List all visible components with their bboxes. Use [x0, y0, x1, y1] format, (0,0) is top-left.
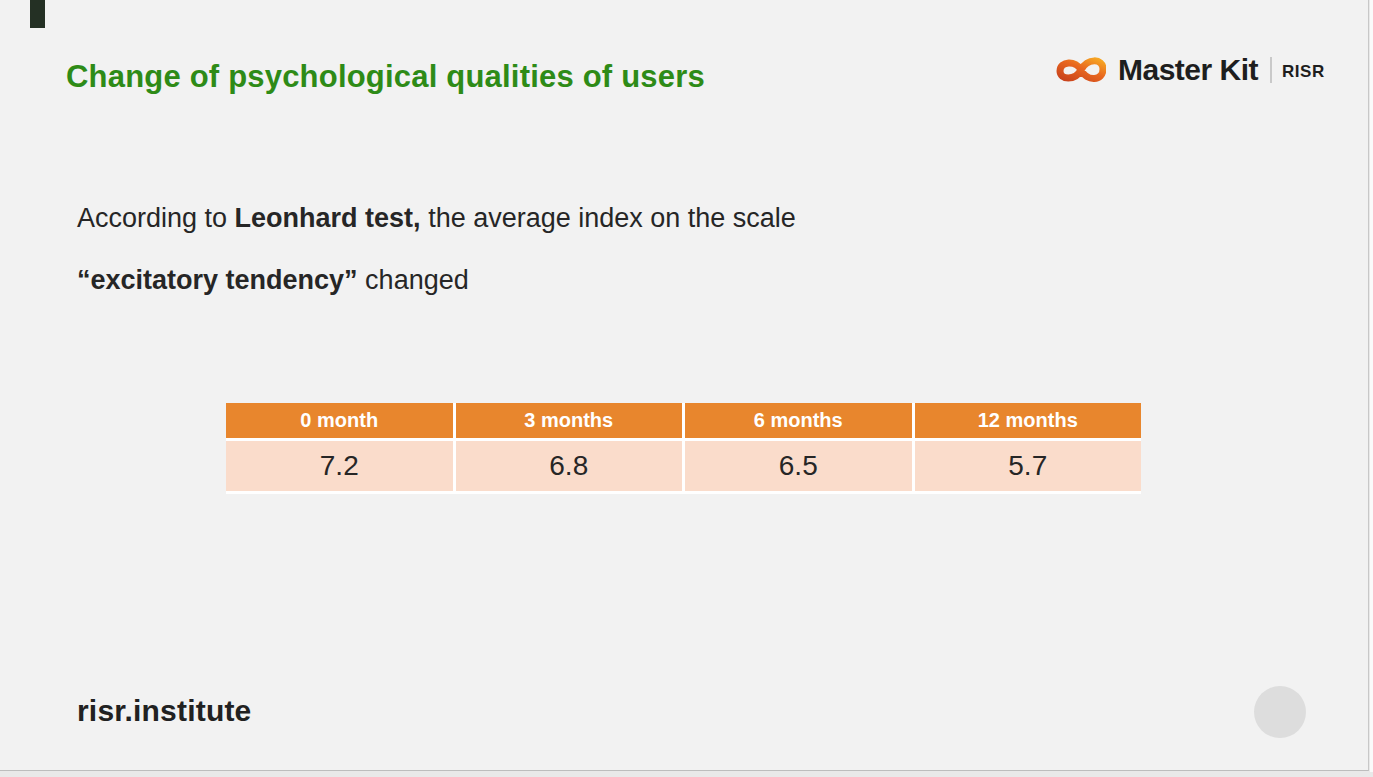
- table-header-cell: 12 months: [915, 403, 1142, 438]
- masterkit-logo: Master Kit RISR: [1054, 48, 1325, 92]
- table-header-cell: 0 month: [226, 403, 453, 438]
- logo-division-text: RISR: [1282, 59, 1325, 82]
- footer-site-label: risr.institute: [77, 694, 252, 728]
- logo-brand-text: Master Kit: [1118, 53, 1258, 87]
- table-header-cell: 3 months: [456, 403, 683, 438]
- slide-canvas: Change of psychological qualities of use…: [0, 0, 1369, 771]
- body-text: According to Leonhard test, the average …: [77, 202, 977, 326]
- table-value-cell: 5.7: [915, 441, 1142, 491]
- table-value-cell: 7.2: [226, 441, 453, 491]
- body-line-1: According to Leonhard test, the average …: [77, 202, 977, 235]
- dark-marker: [30, 0, 45, 28]
- table-value-cell: 6.8: [456, 441, 683, 491]
- logo-divider: [1270, 57, 1272, 83]
- table-header-cell: 6 months: [685, 403, 912, 438]
- infinity-icon: [1054, 51, 1106, 89]
- slide-title: Change of psychological qualities of use…: [66, 52, 706, 102]
- table-value-cell: 6.5: [685, 441, 912, 491]
- body-line-2: “excitatory tendency” changed: [77, 264, 977, 297]
- bottom-edge-strip: [0, 772, 1373, 777]
- results-table: 0 month 3 months 6 months 12 months 7.2 …: [226, 403, 1141, 494]
- gray-circle-placeholder: [1254, 686, 1306, 738]
